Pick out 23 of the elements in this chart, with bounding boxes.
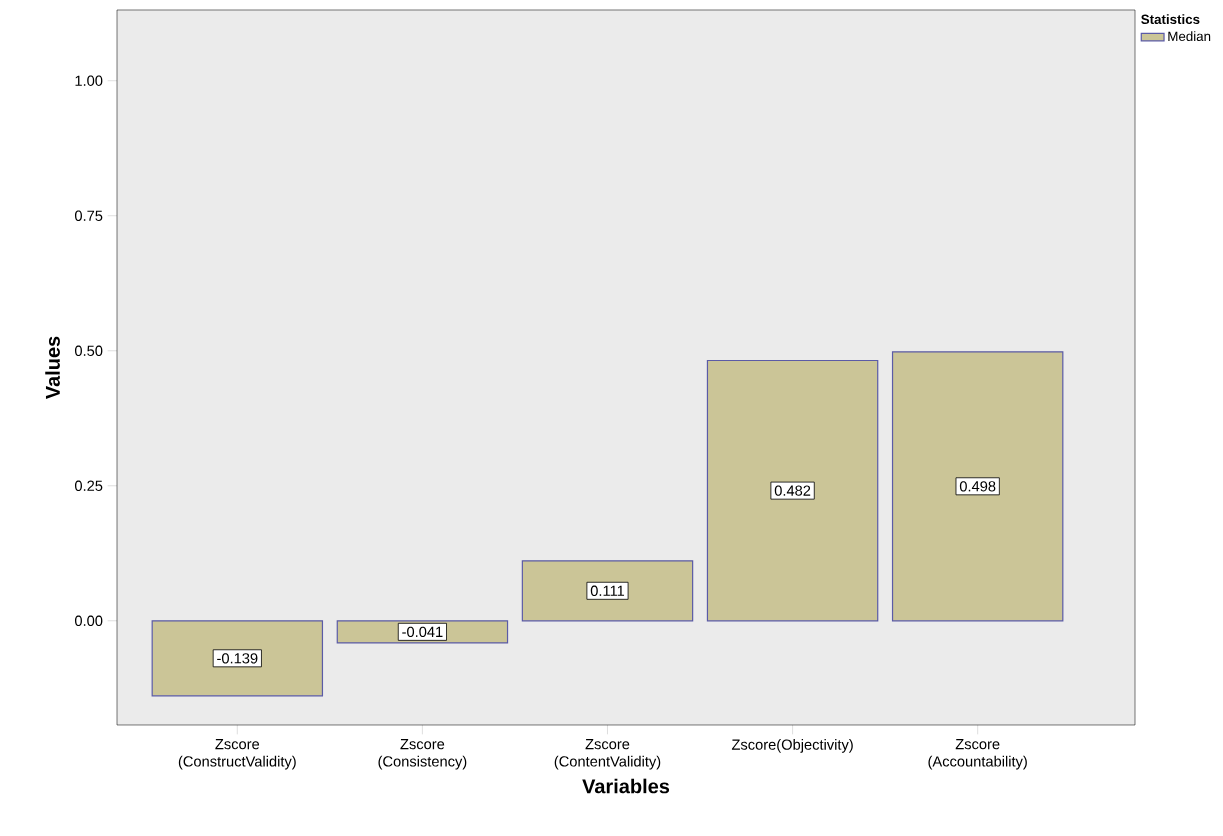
x-tick-label: Zscore(Objectivity)	[731, 739, 853, 753]
y-axis-title: Values	[45, 336, 60, 400]
data-label: -0.139	[217, 653, 258, 664]
y-tick-label: 1.00	[75, 75, 103, 86]
data-label: -0.041	[402, 626, 443, 638]
legend-label: Median	[1168, 31, 1211, 42]
data-label: 0.498	[959, 481, 996, 492]
y-tick-label: 0.50	[74, 345, 103, 356]
x-axis-title: Variables	[582, 778, 670, 794]
bar	[151, 620, 324, 697]
bar	[706, 359, 879, 622]
data-label: 0.482	[774, 485, 811, 496]
legend-title: Statistics	[1141, 14, 1200, 25]
y-tick-label: 0.75	[74, 210, 103, 221]
data-label: 0.111	[590, 585, 625, 596]
x-tick-label: Zscore (ConstructValidity)	[178, 739, 296, 770]
x-tick-label: Zscore (Consistency)	[378, 739, 467, 770]
x-tick-label: Zscore (ContentValidity)	[554, 739, 661, 770]
bar	[891, 351, 1064, 622]
y-tick-label: 0.00	[74, 615, 103, 626]
bar	[521, 560, 694, 622]
x-tick-label: Zscore (Accountability)	[928, 739, 1027, 770]
y-tick-label: 0.25	[74, 480, 103, 491]
